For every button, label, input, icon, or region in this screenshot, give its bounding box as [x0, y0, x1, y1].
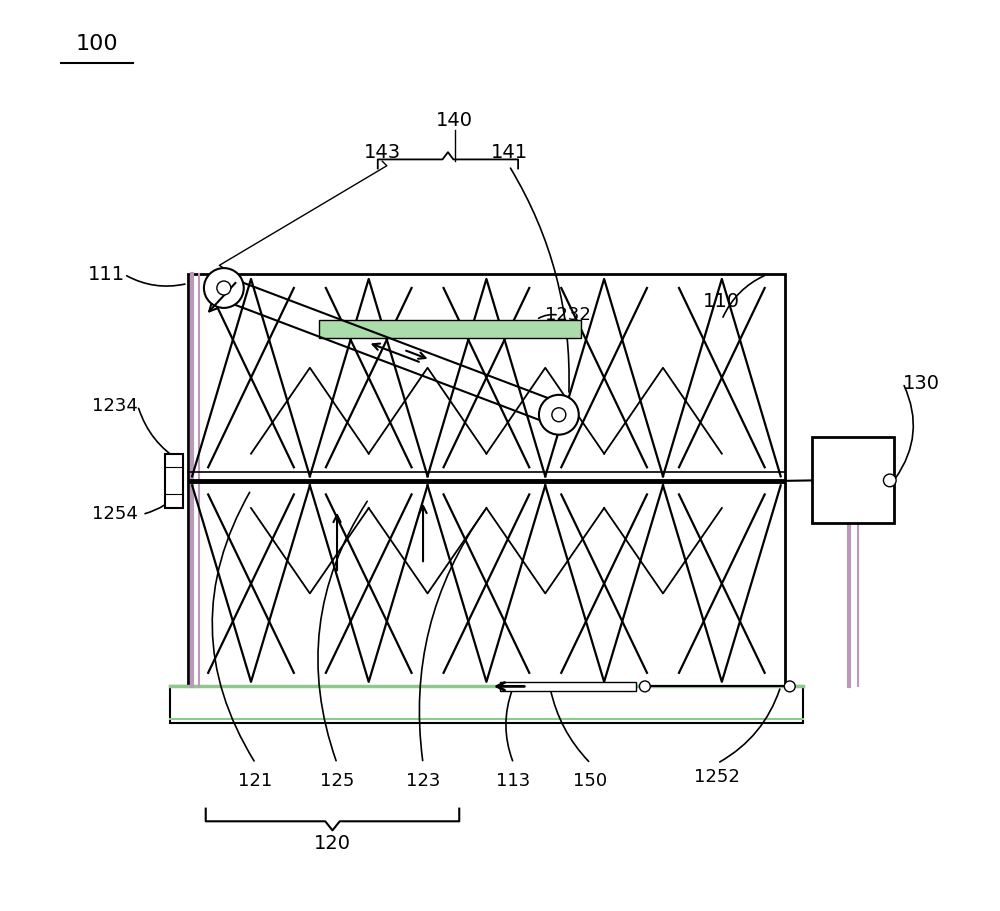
Bar	[319, 320, 581, 338]
Bar	[500, 681, 636, 691]
Text: 120: 120	[314, 834, 351, 853]
Circle shape	[639, 681, 650, 691]
Text: 1254: 1254	[92, 506, 138, 523]
Text: 130: 130	[903, 374, 940, 393]
Text: 125: 125	[320, 773, 354, 791]
Text: 1234: 1234	[92, 396, 138, 415]
Circle shape	[883, 474, 896, 486]
Bar	[812, 437, 894, 524]
Text: 121: 121	[238, 773, 273, 791]
Text: 100: 100	[76, 34, 118, 54]
Text: 1252: 1252	[694, 768, 740, 786]
Text: 140: 140	[436, 111, 473, 130]
Text: 123: 123	[406, 773, 440, 791]
Circle shape	[552, 408, 566, 422]
Circle shape	[539, 394, 579, 435]
Bar	[170, 686, 803, 722]
Text: 113: 113	[496, 773, 531, 791]
Text: 141: 141	[490, 143, 528, 161]
Bar	[165, 454, 183, 508]
Text: 111: 111	[88, 265, 125, 284]
Text: 150: 150	[573, 773, 608, 791]
Text: 110: 110	[703, 292, 740, 311]
Circle shape	[784, 681, 795, 691]
Text: 143: 143	[364, 143, 401, 161]
Text: 1232: 1232	[545, 306, 591, 324]
Bar	[188, 274, 785, 686]
Circle shape	[204, 268, 244, 308]
Circle shape	[217, 281, 231, 295]
